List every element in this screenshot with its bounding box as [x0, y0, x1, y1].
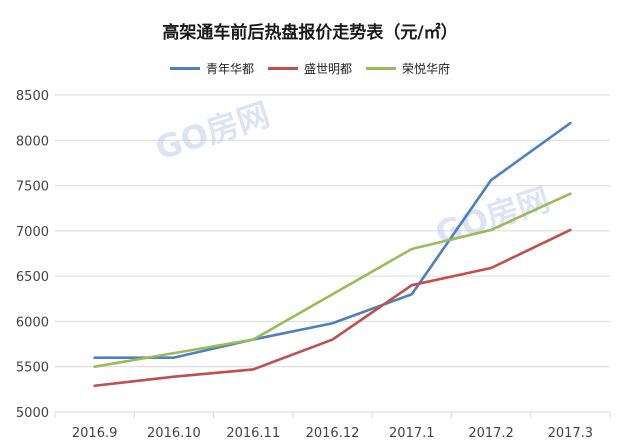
y-tick-label: 5000 — [16, 406, 49, 421]
y-tick-label: 6500 — [16, 270, 49, 285]
y-tick-label: 7500 — [16, 180, 49, 195]
legend-swatch — [366, 67, 396, 70]
y-tick-label: 8000 — [16, 134, 49, 149]
x-tick-label: 2017.2 — [468, 426, 514, 441]
x-tick-label: 2016.11 — [226, 426, 280, 441]
legend-item: 盛世明都 — [267, 60, 352, 77]
legend: 青年华都 盛世明都 荣悦华府 — [0, 60, 620, 77]
y-tick-label: 8500 — [16, 89, 49, 104]
series-line — [93, 121, 572, 359]
y-tick-label: 6000 — [16, 315, 49, 330]
watermark: GO房网 — [151, 95, 274, 167]
y-tick-label: 5500 — [16, 361, 49, 376]
x-tick-label: 2016.10 — [147, 426, 201, 441]
y-tick-label: 7000 — [16, 225, 49, 240]
x-tick-label: 2016.9 — [72, 426, 118, 441]
legend-label: 荣悦华府 — [402, 62, 451, 76]
legend-item: 青年华都 — [169, 60, 254, 77]
x-tick-label: 2017.1 — [389, 426, 435, 441]
series-line — [93, 192, 572, 369]
chart-title: 高架通车前后热盘报价走势表（元/㎡） — [162, 23, 458, 43]
legend-swatch — [267, 67, 298, 70]
legend-swatch — [169, 67, 200, 70]
x-tick-label: 2016.12 — [306, 426, 360, 441]
x-tick-label: 2017.3 — [548, 426, 594, 441]
series-line — [93, 228, 572, 388]
legend-label: 青年华都 — [205, 62, 254, 76]
legend-item: 荣悦华府 — [366, 60, 450, 77]
legend-label: 盛世明都 — [303, 62, 352, 76]
